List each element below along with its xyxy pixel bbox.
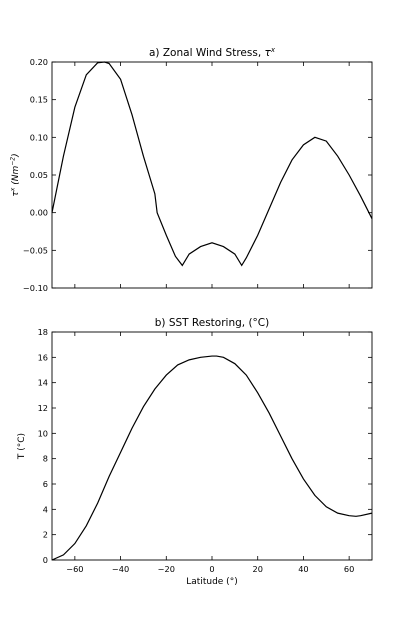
panel-b-x-tick-label: 0 — [209, 564, 214, 574]
panel-b-title: b) SST Restoring, (°C) — [155, 317, 269, 329]
panel-b-y-tick-label: 0 — [43, 555, 48, 565]
panel-b-axes-frame — [51, 331, 373, 561]
panel-b-x-tick-label: −60 — [66, 564, 83, 574]
panel-b-y-tick-label: 10 — [38, 428, 48, 438]
panel-b-y-tick-label: 8 — [43, 454, 48, 464]
panel-b-x-tick-label: −20 — [158, 564, 175, 574]
panel-b-x-tick-label: 40 — [298, 564, 308, 574]
panel-a-y-tick-label: −0.10 — [23, 283, 48, 293]
panel-b-x-axis-label: Latitude (°) — [186, 577, 237, 587]
panel-a-series-line — [51, 61, 373, 267]
panel-a-zonal-wind-stress: 0.20 0.15 0.10 0.05 0.00 −0.05 −0.10 a) Zonal … — [10, 46, 373, 293]
panel-b-y-tick-label: 16 — [38, 352, 48, 362]
panel-b-y-tick-label: 12 — [38, 403, 48, 413]
panel-b-series-line — [51, 355, 373, 561]
panel-a-y-tick-label: 0.15 — [30, 95, 48, 105]
panel-b-y-tick-label: 14 — [38, 378, 48, 388]
panel-b-x-tick-label: 20 — [253, 564, 263, 574]
panel-a-tick-labels: 0.20 0.15 0.10 0.05 0.00 −0.05 −0.10 — [23, 57, 48, 293]
panel-a-title: a) Zonal Wind Stress, τx — [149, 46, 276, 59]
panel-a-y-tick-label: −0.05 — [23, 245, 48, 255]
panel-a-y-axis-label: τx (Nm−2) — [10, 153, 22, 196]
panel-b-x-tick-label: 60 — [344, 564, 354, 574]
panel-a-y-tick-label: 0.10 — [30, 132, 48, 142]
panel-b-y-axis-label: T (°C) — [17, 433, 27, 460]
panel-b-y-tick-label: 18 — [38, 327, 48, 337]
panel-a-y-tick-label: 0.20 — [30, 57, 48, 67]
panel-a-axes-frame — [51, 61, 373, 289]
panel-b-y-tick-label: 4 — [43, 504, 48, 514]
panel-b-y-tick-label: 6 — [43, 479, 48, 489]
panel-a-y-tick-label: 0.05 — [30, 170, 48, 180]
panel-b-x-tick-label: −40 — [112, 564, 129, 574]
panel-b-y-tick-label: 2 — [43, 530, 48, 540]
panel-a-y-tick-label: 0.00 — [30, 208, 48, 218]
